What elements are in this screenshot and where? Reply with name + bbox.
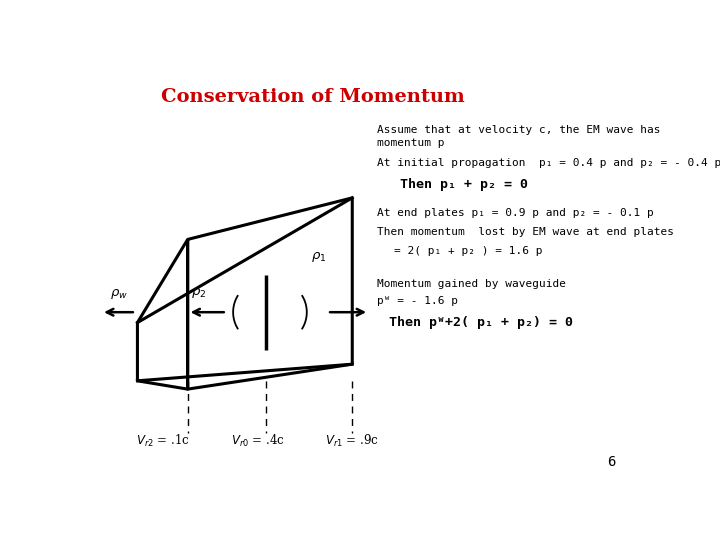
Text: $\rho_w$: $\rho_w$ [110, 287, 128, 301]
Text: Momentum gained by waveguide: Momentum gained by waveguide [377, 279, 567, 289]
Text: $V_{r1}$ = .9c: $V_{r1}$ = .9c [325, 433, 379, 449]
Text: At end plates p₁ = 0.9 p and p₂ = - 0.1 p: At end plates p₁ = 0.9 p and p₂ = - 0.1 … [377, 208, 654, 218]
Text: momentum p: momentum p [377, 138, 445, 147]
Text: = 2( p₁ + p₂ ) = 1.6 p: = 2( p₁ + p₂ ) = 1.6 p [394, 246, 543, 255]
Text: $V_{r2}$ = .1c: $V_{r2}$ = .1c [136, 433, 189, 449]
Text: Then p₁ + p₂ = 0: Then p₁ + p₂ = 0 [400, 178, 528, 191]
Text: $\rho_2$: $\rho_2$ [191, 286, 207, 300]
Text: Assume that at velocity c, the EM wave has: Assume that at velocity c, the EM wave h… [377, 125, 661, 135]
Text: pᵂ = - 1.6 p: pᵂ = - 1.6 p [377, 296, 459, 306]
Text: At initial propagation  p₁ = 0.4 p and p₂ = - 0.4 p: At initial propagation p₁ = 0.4 p and p₂… [377, 158, 720, 168]
Text: Then momentum  lost by EM wave at end plates: Then momentum lost by EM wave at end pla… [377, 227, 675, 237]
Text: Then pᵂ+2( p₁ + p₂) = 0: Then pᵂ+2( p₁ + p₂) = 0 [389, 316, 572, 329]
Text: $\rho_1$: $\rho_1$ [311, 251, 326, 265]
Text: 6: 6 [608, 455, 616, 469]
Text: Conservation of Momentum: Conservation of Momentum [161, 87, 465, 106]
Text: $V_{r0}$ = .4c: $V_{r0}$ = .4c [230, 433, 284, 449]
